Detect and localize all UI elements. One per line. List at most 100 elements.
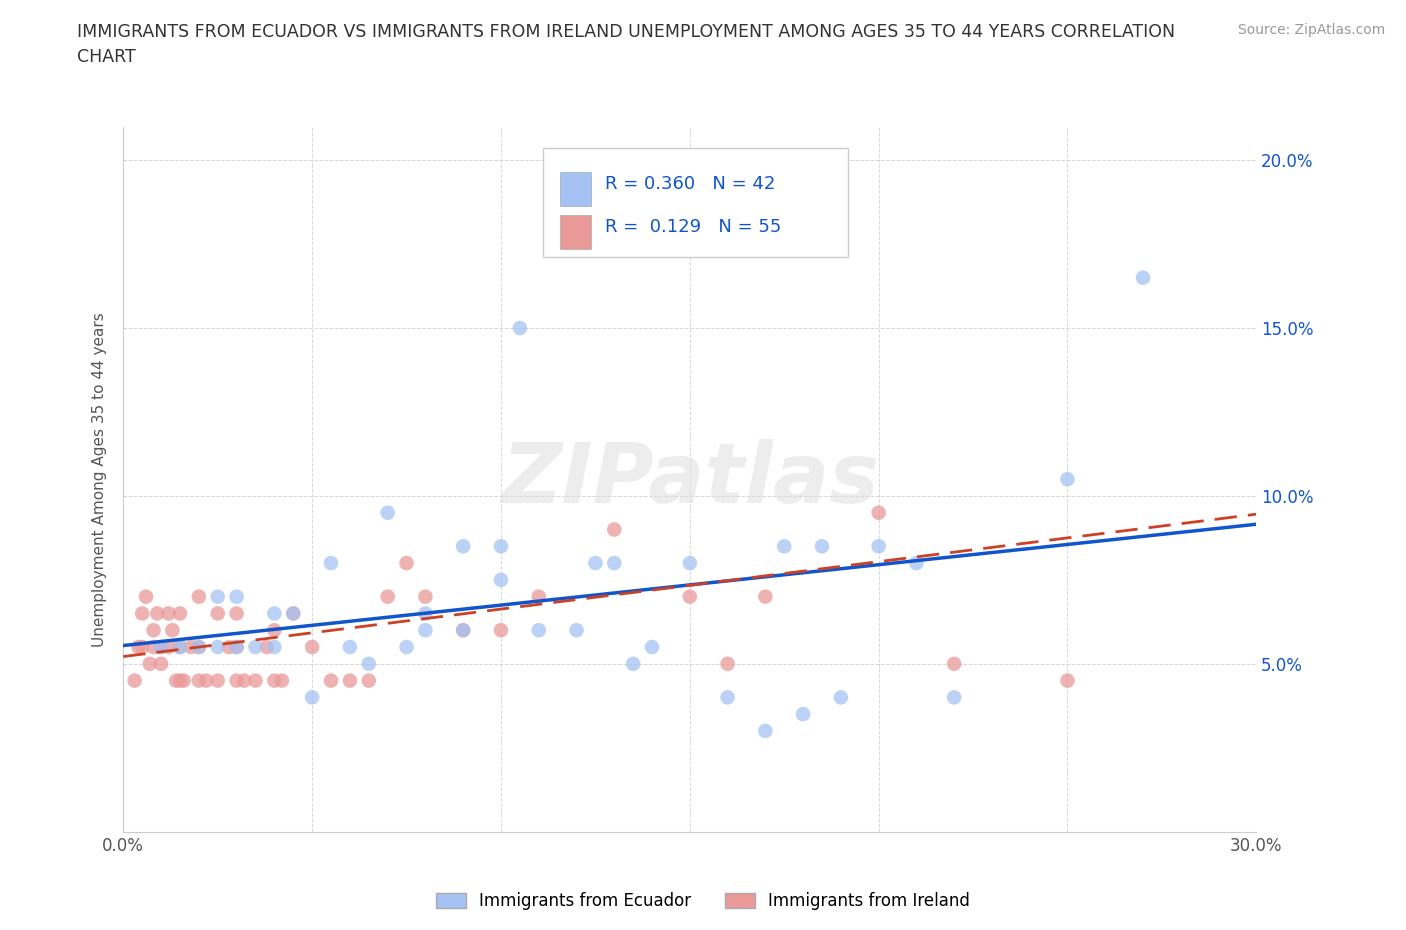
- Point: [187, 640, 209, 655]
- Point: [527, 590, 550, 604]
- FancyBboxPatch shape: [560, 172, 592, 206]
- Point: [357, 657, 380, 671]
- Point: [792, 707, 814, 722]
- Point: [489, 623, 512, 638]
- Point: [830, 690, 852, 705]
- Point: [162, 623, 184, 638]
- Point: [256, 640, 278, 655]
- Point: [180, 640, 202, 655]
- Point: [377, 590, 399, 604]
- Point: [131, 640, 153, 655]
- Point: [451, 623, 474, 638]
- Point: [377, 505, 399, 520]
- Point: [150, 640, 173, 655]
- Legend: Immigrants from Ecuador, Immigrants from Ireland: Immigrants from Ecuador, Immigrants from…: [429, 885, 977, 917]
- Point: [583, 555, 606, 570]
- Point: [357, 673, 380, 688]
- Point: [792, 169, 814, 184]
- Point: [187, 673, 209, 688]
- Point: [565, 623, 588, 638]
- Point: [773, 538, 796, 553]
- Point: [225, 640, 247, 655]
- Point: [811, 538, 834, 553]
- Point: [679, 555, 702, 570]
- Point: [679, 590, 702, 604]
- Point: [301, 690, 323, 705]
- Point: [754, 590, 776, 604]
- Point: [207, 640, 229, 655]
- Point: [716, 690, 738, 705]
- Point: [905, 555, 928, 570]
- Point: [603, 522, 626, 537]
- Point: [1056, 673, 1078, 688]
- Point: [415, 623, 437, 638]
- Point: [225, 590, 247, 604]
- Point: [124, 673, 146, 688]
- Point: [225, 606, 247, 621]
- Point: [319, 555, 342, 570]
- Point: [301, 640, 323, 655]
- Point: [319, 673, 342, 688]
- Point: [263, 623, 285, 638]
- Point: [157, 640, 180, 655]
- Point: [187, 640, 209, 655]
- Text: R =  0.129   N = 55: R = 0.129 N = 55: [605, 218, 782, 235]
- Point: [225, 640, 247, 655]
- Point: [754, 724, 776, 738]
- Point: [146, 606, 169, 621]
- Point: [225, 673, 247, 688]
- Point: [395, 555, 418, 570]
- Point: [207, 606, 229, 621]
- Text: ZIPatlas: ZIPatlas: [501, 439, 879, 520]
- Point: [169, 673, 191, 688]
- Point: [641, 640, 664, 655]
- Point: [943, 657, 966, 671]
- Point: [621, 657, 644, 671]
- Point: [339, 640, 361, 655]
- Point: [271, 673, 294, 688]
- Point: [489, 573, 512, 588]
- Point: [169, 606, 191, 621]
- Point: [142, 623, 165, 638]
- Point: [142, 640, 165, 655]
- Point: [339, 673, 361, 688]
- Point: [943, 690, 966, 705]
- Point: [157, 606, 180, 621]
- Point: [218, 640, 240, 655]
- FancyBboxPatch shape: [560, 215, 592, 248]
- FancyBboxPatch shape: [543, 148, 848, 257]
- Point: [187, 590, 209, 604]
- Text: IMMIGRANTS FROM ECUADOR VS IMMIGRANTS FROM IRELAND UNEMPLOYMENT AMONG AGES 35 TO: IMMIGRANTS FROM ECUADOR VS IMMIGRANTS FR…: [77, 23, 1175, 66]
- Point: [245, 673, 267, 688]
- Point: [139, 657, 162, 671]
- Point: [1132, 271, 1154, 286]
- Point: [131, 606, 153, 621]
- Point: [135, 590, 157, 604]
- Point: [489, 538, 512, 553]
- Point: [207, 590, 229, 604]
- Point: [165, 673, 187, 688]
- Point: [127, 640, 149, 655]
- Point: [263, 606, 285, 621]
- Point: [527, 623, 550, 638]
- Point: [395, 640, 418, 655]
- Point: [245, 640, 267, 655]
- Point: [207, 673, 229, 688]
- Point: [415, 606, 437, 621]
- Text: R = 0.360   N = 42: R = 0.360 N = 42: [605, 175, 775, 193]
- Point: [150, 657, 173, 671]
- Y-axis label: Unemployment Among Ages 35 to 44 years: Unemployment Among Ages 35 to 44 years: [93, 312, 107, 646]
- Text: Source: ZipAtlas.com: Source: ZipAtlas.com: [1237, 23, 1385, 37]
- Point: [263, 640, 285, 655]
- Point: [603, 555, 626, 570]
- Point: [169, 640, 191, 655]
- Point: [451, 623, 474, 638]
- Point: [195, 673, 218, 688]
- Point: [263, 673, 285, 688]
- Point: [716, 657, 738, 671]
- Point: [451, 538, 474, 553]
- Point: [509, 321, 531, 336]
- Point: [868, 505, 890, 520]
- Point: [283, 606, 305, 621]
- Point: [868, 538, 890, 553]
